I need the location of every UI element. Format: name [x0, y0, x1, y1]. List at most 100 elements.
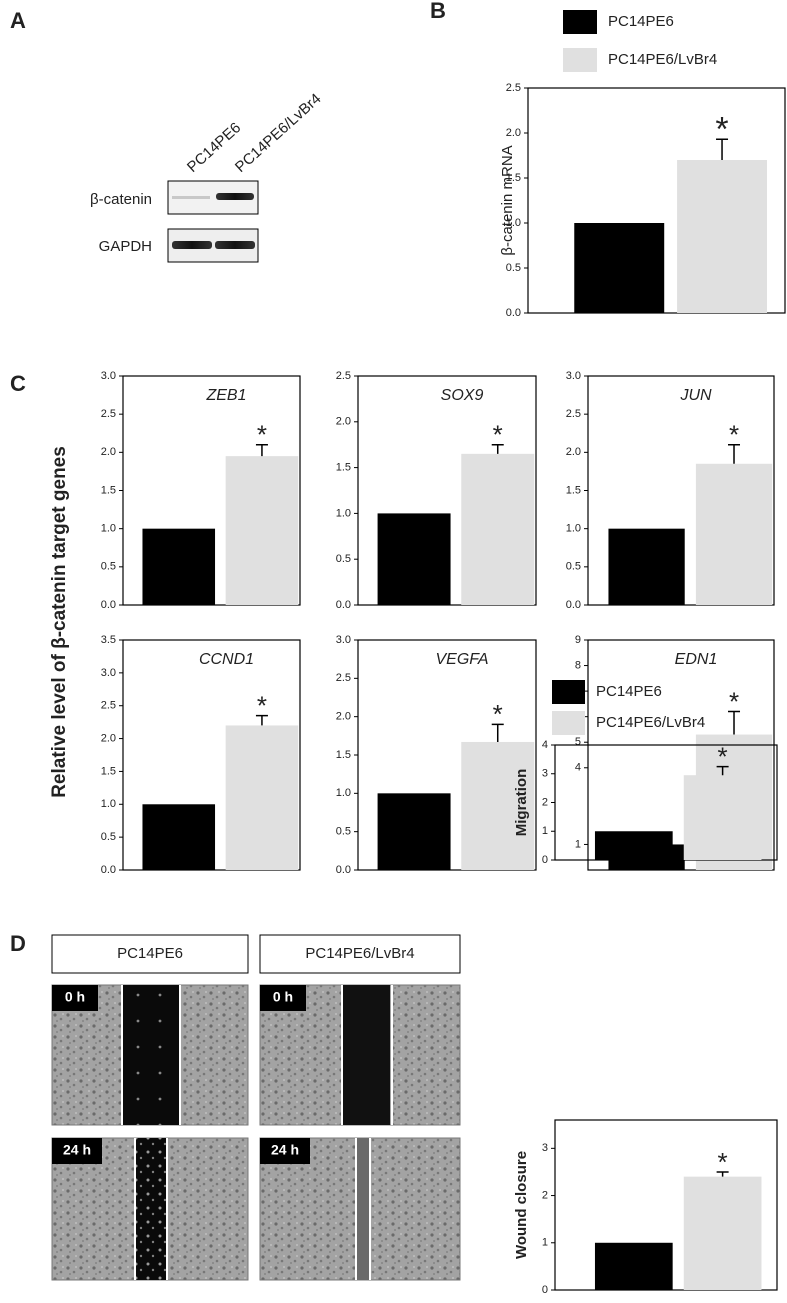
error-bar: [255, 443, 268, 457]
y-tick-label: 0: [542, 854, 548, 866]
legend-swatch: [552, 680, 585, 704]
bar: [377, 513, 451, 605]
error-bar: [716, 1171, 729, 1177]
y-tick-label: 3.0: [336, 634, 351, 646]
y-tick-label: 1.0: [506, 217, 521, 229]
y-tick-label: 3: [542, 1142, 548, 1154]
significance-mark: *: [257, 420, 267, 450]
blot-row-label: GAPDH: [99, 238, 152, 255]
y-tick-label: 3.0: [101, 370, 116, 382]
bar: [225, 725, 299, 870]
header-box: [259, 934, 461, 974]
y-tick-label: 1: [575, 838, 581, 850]
y-tick-label: 0.0: [336, 864, 351, 876]
bar: [574, 223, 665, 313]
legend-label: PC14PE6: [608, 13, 674, 30]
significance-mark: *: [729, 420, 739, 450]
y-tick-label: 0.0: [506, 307, 521, 319]
legend-swatch: [563, 10, 597, 34]
bar: [683, 775, 762, 860]
y-tick-label: 2.0: [506, 127, 521, 139]
bar: [695, 463, 773, 605]
bar: [594, 1242, 673, 1290]
y-tick-label: 9: [575, 634, 581, 646]
panel-label: B: [430, 0, 446, 23]
y-tick-label: 3: [542, 768, 548, 780]
micrographs: [51, 984, 461, 1281]
error-bar: [728, 710, 741, 735]
legend-label: PC14PE6: [596, 683, 662, 700]
y-axis-label: Migration: [513, 769, 530, 837]
significance-mark: *: [493, 420, 503, 450]
legend-label: PC14PE6/LvBr4: [608, 51, 717, 68]
y-tick-label: 0.5: [101, 831, 116, 843]
legend-label: PC14PE6/LvBr4: [596, 714, 705, 731]
chart-title: CCND1: [199, 651, 254, 668]
significance-mark: *: [715, 110, 728, 148]
bar: [461, 741, 535, 870]
y-tick-label: 2.5: [101, 408, 116, 420]
bar: [608, 528, 685, 605]
significance-mark: *: [718, 1147, 728, 1177]
y-tick-label: 0.0: [336, 599, 351, 611]
y-tick-label: 1.5: [336, 462, 351, 474]
y-tick-label: 1.5: [566, 484, 581, 496]
y-tick-label: 2: [542, 796, 548, 808]
bar: [677, 160, 768, 313]
chart-title: VEGFA: [435, 651, 488, 668]
chart-title: ZEB1: [205, 387, 246, 404]
y-tick-label: 0.0: [101, 864, 116, 876]
time-label: 0 h: [273, 989, 293, 1005]
error-bar: [491, 443, 504, 454]
y-tick-label: 1: [542, 1237, 548, 1249]
y-tick-label: 2.0: [101, 732, 116, 744]
y-tick-label: 1.0: [336, 507, 351, 519]
significance-mark: *: [493, 699, 503, 729]
error-bar: [491, 723, 504, 742]
y-axis-label: β-catenin mRNA: [499, 145, 516, 255]
y-axis-label: Wound closure: [513, 1151, 530, 1259]
panel-label: C: [10, 371, 26, 396]
blot-row-label: β-catenin: [90, 191, 152, 208]
chart-title: SOX9: [441, 387, 484, 404]
legend-swatch: [552, 711, 585, 735]
error-bar: [728, 443, 741, 464]
y-tick-label: 1.5: [336, 749, 351, 761]
time-label: 24 h: [63, 1142, 91, 1158]
column-header: PC14PE6: [117, 945, 183, 962]
y-tick-label: 0.5: [336, 826, 351, 838]
y-tick-label: 4: [575, 762, 581, 774]
western-blot: [167, 180, 259, 263]
column-header: PC14PE6/LvBr4: [305, 945, 414, 962]
y-tick-label: 4: [542, 739, 548, 751]
y-tick-label: 5: [575, 736, 581, 748]
header-box: [51, 934, 249, 974]
y-tick-label: 0.5: [566, 561, 581, 573]
y-tick-label: 2.0: [101, 446, 116, 458]
y-tick-label: 0.0: [566, 599, 581, 611]
y-tick-label: 2.0: [566, 446, 581, 458]
y-tick-label: 2.5: [336, 672, 351, 684]
y-tick-label: 3.0: [101, 667, 116, 679]
bar: [594, 831, 673, 860]
error-bar: [255, 714, 268, 726]
panel-label: A: [10, 8, 26, 33]
y-tick-label: 2.5: [101, 700, 116, 712]
y-tick-label: 0.0: [101, 599, 116, 611]
y-tick-label: 1.5: [101, 765, 116, 777]
y-tick-label: 1.5: [101, 484, 116, 496]
y-tick-label: 1.5: [506, 172, 521, 184]
y-tick-label: 2.0: [336, 416, 351, 428]
time-label: 0 h: [65, 989, 85, 1005]
y-tick-label: 2.5: [566, 408, 581, 420]
bar: [683, 1176, 762, 1290]
y-tick-label: 2.5: [506, 82, 521, 94]
y-tick-label: 0.5: [101, 561, 116, 573]
panel-label: D: [10, 931, 26, 956]
y-tick-label: 1: [542, 825, 548, 837]
chart-title: EDN1: [675, 651, 718, 668]
y-tick-label: 3.0: [566, 370, 581, 382]
chart-title: JUN: [679, 387, 712, 404]
y-tick-label: 0.5: [336, 553, 351, 565]
